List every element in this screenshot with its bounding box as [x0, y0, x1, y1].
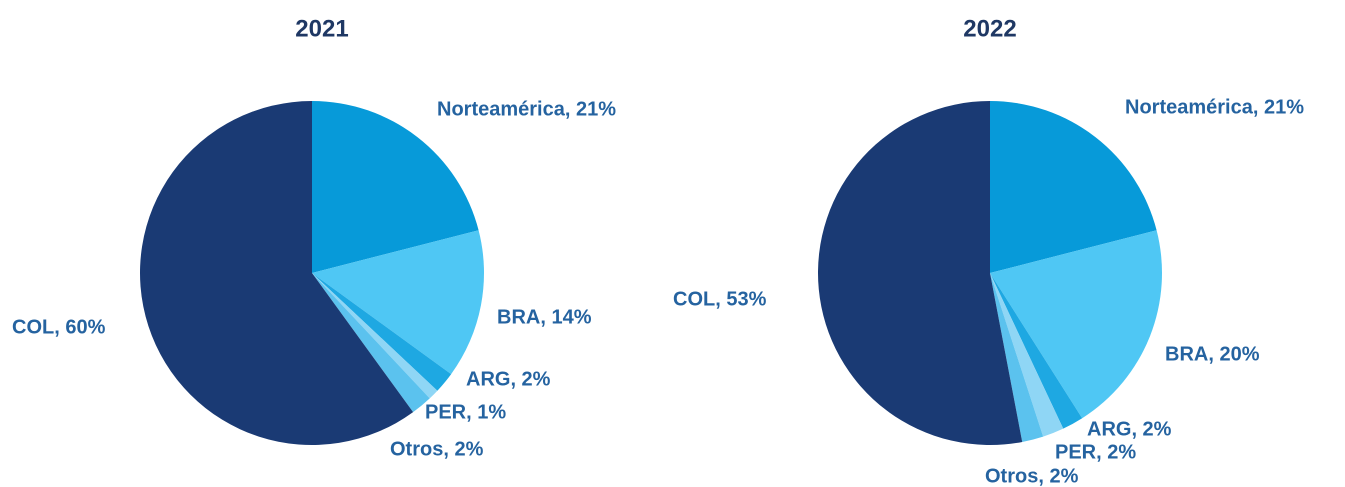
pie-slice — [312, 273, 438, 399]
pie-slice — [817, 101, 1023, 445]
slice-label: BRA, 14% — [497, 306, 592, 328]
pie-slice — [312, 273, 430, 413]
chart-title: 2022 — [963, 15, 1016, 42]
slice-label: COL, 53% — [673, 288, 767, 310]
slice-label: PER, 1% — [425, 401, 506, 423]
pie-slice — [312, 101, 479, 273]
slice-label: BRA, 20% — [1165, 343, 1260, 365]
slice-label: PER, 2% — [1055, 441, 1136, 463]
pie-slice — [990, 273, 1064, 437]
pie-slice — [139, 100, 414, 445]
pie-slice — [990, 273, 1083, 429]
pie-slice — [990, 230, 1163, 419]
slice-label: COL, 60% — [12, 316, 106, 338]
chart-title: 2021 — [295, 15, 348, 42]
slice-label: Otros, 2% — [390, 438, 484, 460]
pie-slice — [990, 101, 1157, 273]
pie-slice — [312, 230, 484, 375]
pie-slice — [990, 273, 1044, 442]
slice-label: Norteamérica, 21% — [1125, 96, 1304, 118]
slice-label: Norteamérica, 21% — [437, 98, 616, 120]
slice-label: ARG, 2% — [1087, 418, 1172, 440]
slice-label: Otros, 2% — [985, 465, 1079, 487]
slice-label: ARG, 2% — [466, 368, 551, 390]
pie-slice — [312, 273, 452, 391]
